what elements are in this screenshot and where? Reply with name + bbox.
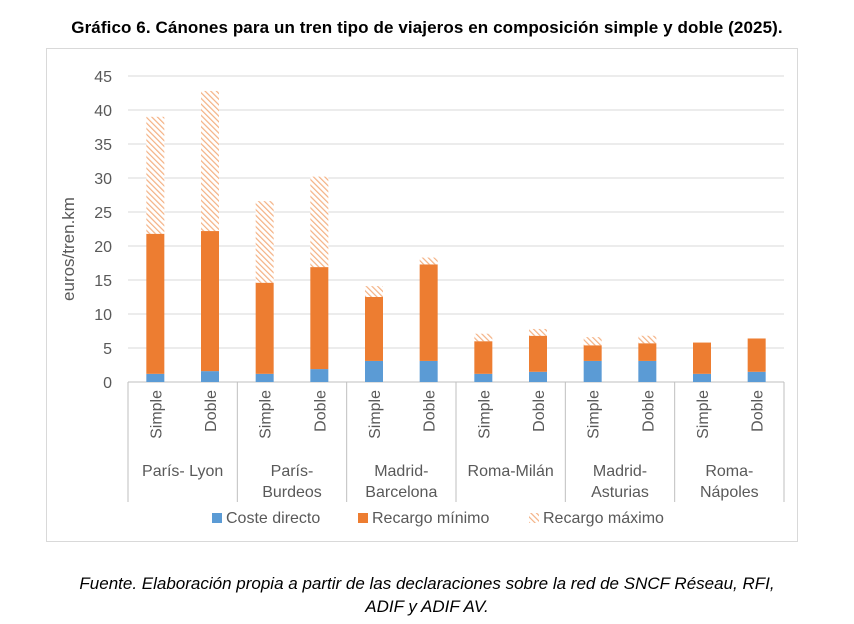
bar-recargo-mínimo [419, 264, 438, 361]
chart-title: Gráfico 6. Cánones para un tren tipo de … [71, 18, 783, 37]
y-tick-label: 35 [94, 137, 112, 154]
category-label: Doble [422, 390, 439, 432]
bar-coste-directo [529, 371, 547, 382]
group-label: Burdeos [262, 484, 322, 501]
legend-swatch [529, 513, 539, 523]
bar-recargo-máximo [638, 335, 657, 344]
category-label: Doble [203, 390, 220, 432]
bar-recargo-máximo [365, 286, 383, 297]
bar-recargo-mínimo [365, 297, 383, 361]
source-line-1: Fuente. Elaboración propia a partir de l… [79, 574, 775, 593]
y-tick-label: 30 [94, 171, 112, 188]
bar-recargo-máximo [201, 90, 219, 232]
group-label: Madrid- [593, 463, 647, 480]
bar-coste-directo [693, 373, 711, 382]
y-tick-label: 0 [103, 375, 112, 392]
y-axis-title: euros/tren.km [59, 197, 78, 301]
group-label: París- Lyon [142, 463, 223, 480]
bar-recargo-máximo [419, 257, 438, 265]
bar-recargo-máximo [146, 116, 165, 234]
bar-recargo-mínimo [474, 341, 493, 374]
bar-coste-directo [146, 373, 165, 382]
legend-swatch [212, 513, 222, 523]
bar-coste-directo [310, 369, 329, 382]
bar-recargo-mínimo [255, 282, 274, 374]
category-label: Doble [640, 390, 657, 432]
bar-recargo-mínimo [638, 343, 657, 361]
y-tick-label: 25 [94, 205, 112, 222]
chart-frame [46, 48, 798, 542]
bar-recargo-máximo [474, 333, 493, 342]
y-tick-label: 10 [94, 307, 112, 324]
bar-recargo-máximo [255, 201, 274, 283]
y-tick-label: 45 [94, 69, 112, 86]
legend-label: Coste directo [226, 510, 320, 527]
bar-coste-directo [201, 371, 219, 382]
bar-recargo-mínimo [529, 335, 547, 372]
category-label: Simple [148, 390, 165, 439]
bar-coste-directo [365, 360, 383, 382]
group-label: Roma- [705, 463, 753, 480]
y-tick-label: 40 [94, 103, 112, 120]
legend-label: Recargo mínimo [372, 510, 489, 527]
category-label: Doble [750, 390, 767, 432]
bar-recargo-máximo [583, 337, 602, 346]
category-label: Doble [312, 390, 329, 432]
group-label: París- [271, 463, 314, 480]
category-label: Simple [476, 390, 493, 439]
category-labels: Simple Doble Simple Doble Simple Doble Simple D… [142, 390, 767, 501]
legend-swatch [358, 513, 368, 523]
bar-recargo-máximo [310, 176, 329, 268]
category-label: Simple [367, 390, 384, 439]
bar-coste-directo [747, 371, 766, 382]
group-label: Nápoles [700, 484, 759, 501]
group-label: Madrid- [374, 463, 428, 480]
gridlines [128, 75, 784, 349]
y-tick-label: 20 [94, 239, 112, 256]
y-tick-label: 5 [103, 341, 112, 358]
bar-coste-directo [638, 360, 657, 382]
category-label: Simple [695, 390, 712, 439]
y-tick-label: 15 [94, 273, 112, 290]
category-label: Simple [258, 390, 275, 439]
bar-recargo-mínimo [310, 267, 329, 370]
bar-coste-directo [583, 360, 602, 382]
axes: 0 5 10 15 20 25 30 35 40 45 euros/tren.km [59, 69, 785, 502]
bar-recargo-máximo [529, 328, 547, 336]
bar-coste-directo [419, 360, 438, 382]
bar-recargo-mínimo [583, 345, 602, 361]
bar-coste-directo [255, 373, 274, 382]
category-label: Doble [531, 390, 548, 432]
legend: Coste directo Recargo mínimo Recargo máxim… [212, 510, 664, 527]
bar-recargo-mínimo [201, 231, 219, 372]
source-line-2: ADIF y ADIF AV. [365, 597, 489, 616]
bars [146, 90, 766, 382]
bar-recargo-mínimo [747, 338, 766, 372]
group-label: Asturias [591, 484, 649, 501]
legend-label: Recargo máximo [543, 510, 664, 527]
source-note: Fuente. Elaboración propia a partir de l… [0, 572, 854, 618]
bar-coste-directo [474, 373, 493, 382]
bar-recargo-mínimo [146, 233, 165, 374]
category-label: Simple [586, 390, 603, 439]
group-label: Barcelona [365, 484, 437, 501]
bar-recargo-mínimo [693, 342, 711, 374]
group-label: Roma-Milán [468, 463, 554, 480]
